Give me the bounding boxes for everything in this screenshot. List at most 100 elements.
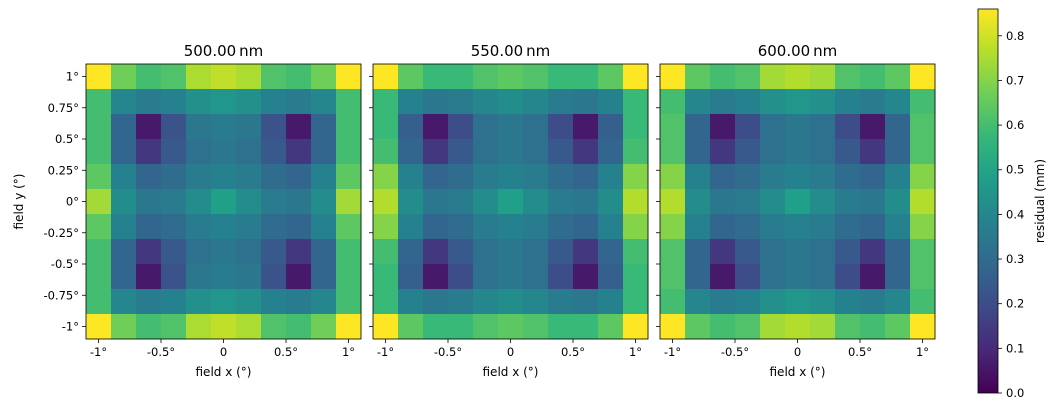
heatmap-cell <box>710 314 736 340</box>
heatmap-cell <box>598 114 624 140</box>
heatmap-cell <box>336 289 362 315</box>
heatmap-cell <box>685 239 711 265</box>
heatmap-cell <box>86 214 112 240</box>
heatmap-cell <box>885 139 911 165</box>
heatmap-cell <box>161 214 187 240</box>
heatmap-cell <box>498 89 524 115</box>
heatmap-cell <box>136 289 162 315</box>
heatmap-cell <box>835 139 861 165</box>
heatmap-cell <box>835 314 861 340</box>
heatmap-cell <box>336 264 362 290</box>
heatmap-cell <box>311 164 337 190</box>
y-tick-label: -0.75° <box>43 288 79 302</box>
heatmap-cell <box>473 289 499 315</box>
heatmap-cell <box>835 289 861 315</box>
heatmap-cell <box>660 289 686 315</box>
heatmap-cell <box>398 114 424 140</box>
heatmap-cell <box>211 214 237 240</box>
heatmap-cell <box>710 239 736 265</box>
heatmap-cell <box>86 114 112 140</box>
heatmap-cell <box>835 239 861 265</box>
heatmap-cell <box>623 139 649 165</box>
colorbar-tick-label: 0.5 <box>1006 163 1024 177</box>
heatmap-cell <box>885 89 911 115</box>
heatmap-cell <box>111 164 137 190</box>
heatmap-cell <box>236 289 262 315</box>
heatmap-cell <box>286 64 312 90</box>
heatmap-cell <box>311 64 337 90</box>
heatmap-cell <box>498 264 524 290</box>
heatmap-cell <box>336 164 362 190</box>
heatmap-cell <box>336 314 362 340</box>
heatmap-cell <box>548 89 574 115</box>
heatmap-cell <box>548 239 574 265</box>
y-tick-label: -1° <box>62 320 79 334</box>
heatmap-cell <box>373 264 399 290</box>
heatmap-cell <box>186 114 212 140</box>
heatmap-cell <box>448 214 474 240</box>
heatmap-cell <box>660 139 686 165</box>
heatmap-cell <box>373 164 399 190</box>
heatmap-cell <box>860 139 886 165</box>
x-tick-label: 0.5° <box>848 345 872 359</box>
heatmap-cell <box>910 289 936 315</box>
heatmap-cell <box>710 114 736 140</box>
heatmap-cell <box>236 64 262 90</box>
heatmap-cell <box>785 239 811 265</box>
heatmap-cell <box>161 139 187 165</box>
heatmap-cell <box>211 114 237 140</box>
heatmap-cell <box>710 289 736 315</box>
heatmap-cell <box>336 89 362 115</box>
colorbar-tick-label: 0.7 <box>1006 73 1024 87</box>
heatmap-cell <box>236 314 262 340</box>
heatmap-cell <box>885 264 911 290</box>
heatmap-cell <box>598 214 624 240</box>
heatmap-cell <box>548 214 574 240</box>
heatmap-cell <box>885 114 911 140</box>
heatmap-cell <box>86 189 112 215</box>
heatmap-cell <box>685 189 711 215</box>
colorbar-tick-label: 0.1 <box>1006 341 1024 355</box>
heatmap-cell <box>211 64 237 90</box>
heatmap-cell <box>660 314 686 340</box>
heatmap-cell <box>910 214 936 240</box>
heatmap-cell <box>86 64 112 90</box>
heatmap-cell <box>735 164 761 190</box>
x-axis-label: field x (°) <box>196 365 252 379</box>
heatmap-cell <box>760 64 786 90</box>
heatmap-cell <box>161 239 187 265</box>
heatmap-cell <box>835 114 861 140</box>
heatmap-cell <box>623 189 649 215</box>
heatmap-cell <box>136 64 162 90</box>
heatmap-cell <box>236 239 262 265</box>
heatmap-cell <box>835 64 861 90</box>
heatmap-cell <box>236 114 262 140</box>
heatmap-cell <box>573 189 599 215</box>
heatmap-cell <box>236 214 262 240</box>
heatmap-cell <box>660 64 686 90</box>
heatmap-cell <box>760 214 786 240</box>
heatmap-cell <box>760 239 786 265</box>
heatmap-cell <box>186 164 212 190</box>
heatmap-cell <box>760 164 786 190</box>
heatmap-cell <box>236 164 262 190</box>
heatmap-cell <box>810 314 836 340</box>
heatmap-cell <box>785 114 811 140</box>
heatmap-cell <box>448 64 474 90</box>
heatmap-cell <box>660 164 686 190</box>
heatmap-cell <box>598 64 624 90</box>
heatmap-cell <box>860 164 886 190</box>
heatmap-cell <box>373 114 399 140</box>
heatmap-cell <box>111 289 137 315</box>
heatmap-cell <box>660 89 686 115</box>
heatmap-cell <box>548 139 574 165</box>
heatmap-cell <box>336 214 362 240</box>
colorbar-label: residual (mm) <box>1033 159 1047 243</box>
heatmap-cell <box>810 114 836 140</box>
heatmap-cell <box>760 139 786 165</box>
heatmap-cell <box>598 264 624 290</box>
y-tick-label: 0.5° <box>55 132 79 146</box>
heatmap-cell <box>473 114 499 140</box>
heatmap-cell <box>573 214 599 240</box>
colorbar: 0.0 0.1 0.2 0.3 0.4 0.5 0.6 0.7 0.8 residual (mm) <box>977 8 1047 400</box>
